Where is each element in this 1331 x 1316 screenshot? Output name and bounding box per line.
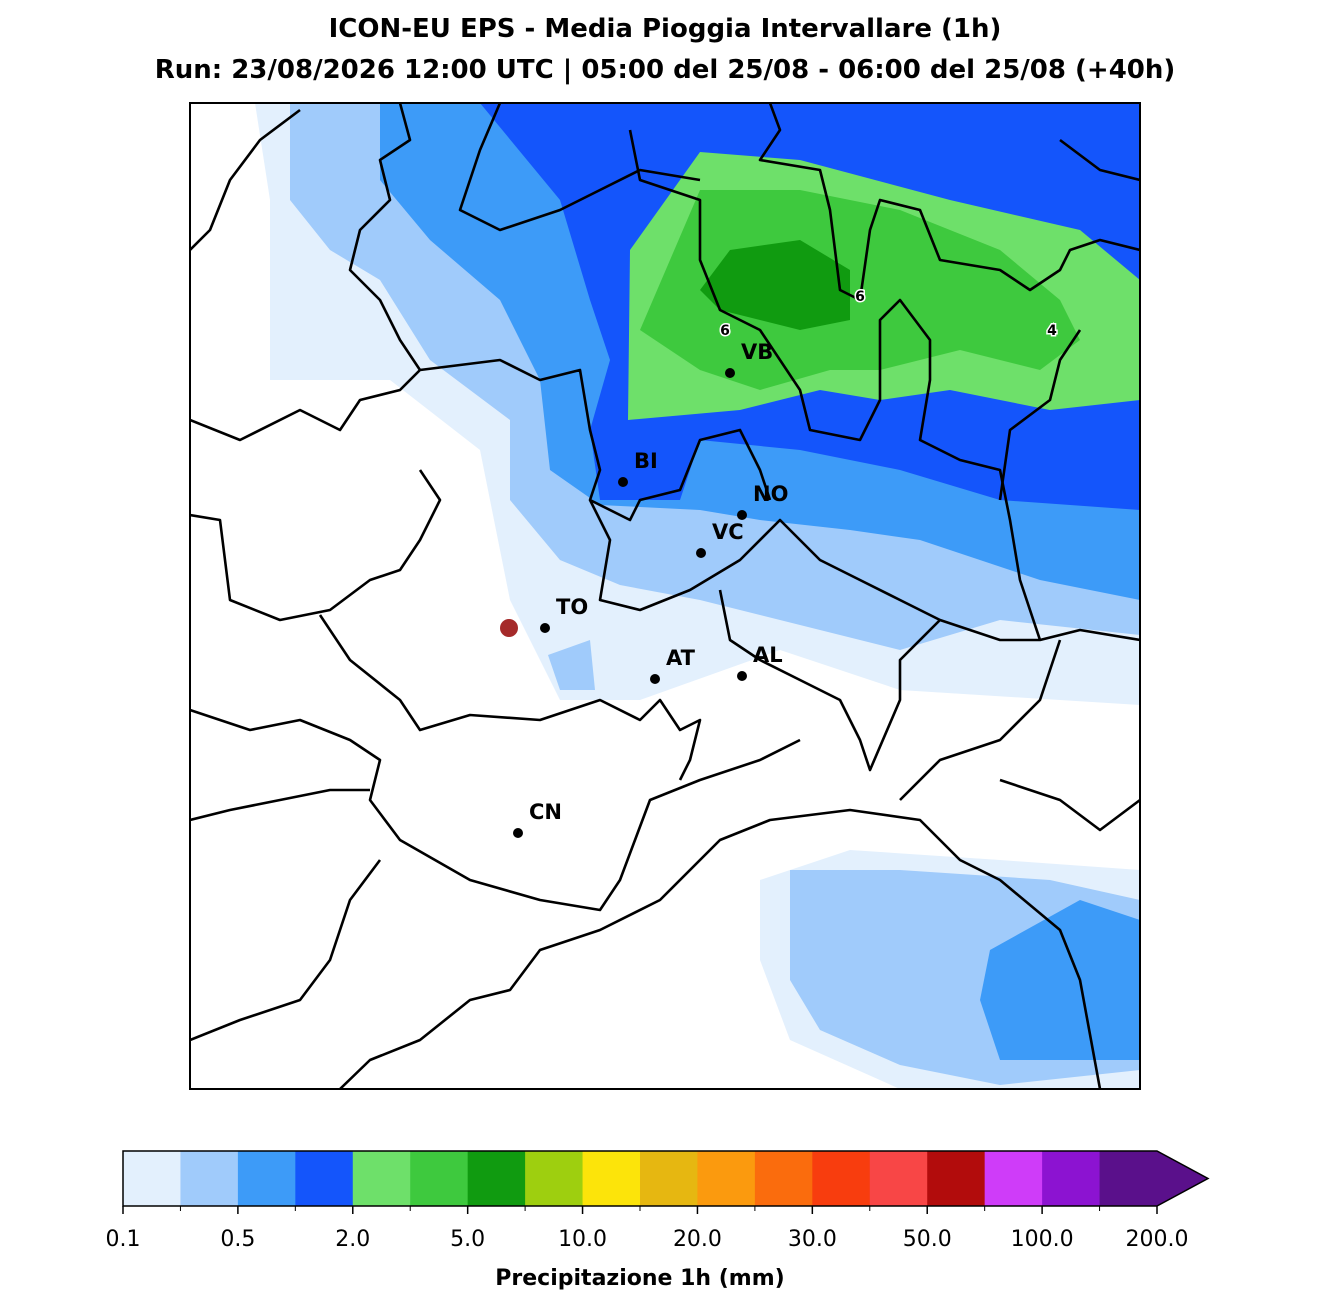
colorbar-swatch bbox=[1042, 1151, 1101, 1206]
contour-label: 6 bbox=[855, 289, 865, 305]
city-dot bbox=[540, 623, 550, 633]
city-label: AT bbox=[666, 646, 696, 670]
title: ICON-EU EPS - Media Pioggia Intervallare… bbox=[329, 14, 1002, 44]
colorbar-swatch bbox=[984, 1151, 1043, 1206]
location-marker bbox=[500, 619, 518, 637]
city-label: VC bbox=[712, 520, 744, 544]
colorbar-tick-label: 2.0 bbox=[335, 1227, 370, 1252]
colorbar-swatch bbox=[410, 1151, 469, 1206]
contour-label: 6 bbox=[720, 323, 730, 339]
colorbar-swatch bbox=[697, 1151, 756, 1206]
colorbar-extend bbox=[1157, 1151, 1208, 1206]
colorbar-swatch bbox=[754, 1151, 813, 1206]
colorbar-swatch bbox=[582, 1151, 641, 1206]
city-label: VB bbox=[741, 340, 773, 364]
city-dot bbox=[737, 671, 747, 681]
colorbar-swatch bbox=[927, 1151, 986, 1206]
contour-labels: 6 6 4 bbox=[719, 288, 1059, 341]
city-dot bbox=[618, 477, 628, 487]
city-label: AL bbox=[753, 643, 783, 667]
colorbar-swatch bbox=[1099, 1151, 1158, 1206]
city-label: CN bbox=[529, 800, 562, 824]
colorbar-swatch bbox=[352, 1151, 411, 1206]
map-frame bbox=[189, 102, 1141, 1090]
contour-label: 4 bbox=[1047, 323, 1057, 339]
colorbar-tick-label: 50.0 bbox=[903, 1227, 952, 1252]
colorbar-tick-label: 0.5 bbox=[220, 1227, 255, 1252]
colorbar-outline bbox=[122, 1150, 1210, 1207]
colorbar-swatch bbox=[640, 1151, 698, 1206]
colorbar-tick-label: 20.0 bbox=[673, 1227, 722, 1252]
colorbar-tick-label: 100.0 bbox=[1011, 1227, 1074, 1252]
colorbar-swatch bbox=[180, 1151, 239, 1206]
colorbar-swatch bbox=[869, 1151, 928, 1206]
city-label: NO bbox=[753, 482, 788, 506]
colorbar-swatch bbox=[295, 1151, 354, 1206]
cities: VB BI NO VC TO AT AL CN bbox=[513, 340, 788, 838]
colorbar-tick-label: 10.0 bbox=[558, 1227, 607, 1252]
map: VB BI NO VC TO AT AL CN 6 6 4 bbox=[190, 103, 1140, 1089]
colorbar-tick-label: 0.1 bbox=[106, 1227, 141, 1252]
colorbar-swatch bbox=[467, 1151, 526, 1206]
precip-field bbox=[255, 103, 1140, 1089]
colorbar-tick-label: 5.0 bbox=[450, 1227, 485, 1252]
borders bbox=[190, 103, 1140, 1089]
colorbar-swatch bbox=[525, 1151, 584, 1206]
city-dot bbox=[725, 368, 735, 378]
colorbar-label: Precipitazione 1h (mm) bbox=[495, 1266, 784, 1291]
colorbar: 0.1 0.5 2.0 5.0 10.0 20.0 30.0 50.0 100.0 200.0 bbox=[106, 1150, 1210, 1252]
city-dot bbox=[650, 674, 660, 684]
city-dot bbox=[513, 828, 523, 838]
colorbar-swatch bbox=[237, 1151, 296, 1206]
city-label: TO bbox=[556, 595, 588, 619]
colorbar-swatch bbox=[812, 1151, 871, 1206]
city-dot bbox=[737, 510, 747, 520]
colorbar-tick-label: 200.0 bbox=[1126, 1227, 1189, 1252]
colorbar-swatch bbox=[123, 1151, 181, 1206]
colorbar-tick-label: 30.0 bbox=[788, 1227, 837, 1252]
subtitle: Run: 23/08/2026 12:00 UTC | 05:00 del 25… bbox=[155, 55, 1176, 85]
city-dot bbox=[696, 548, 706, 558]
city-label: BI bbox=[634, 449, 658, 473]
